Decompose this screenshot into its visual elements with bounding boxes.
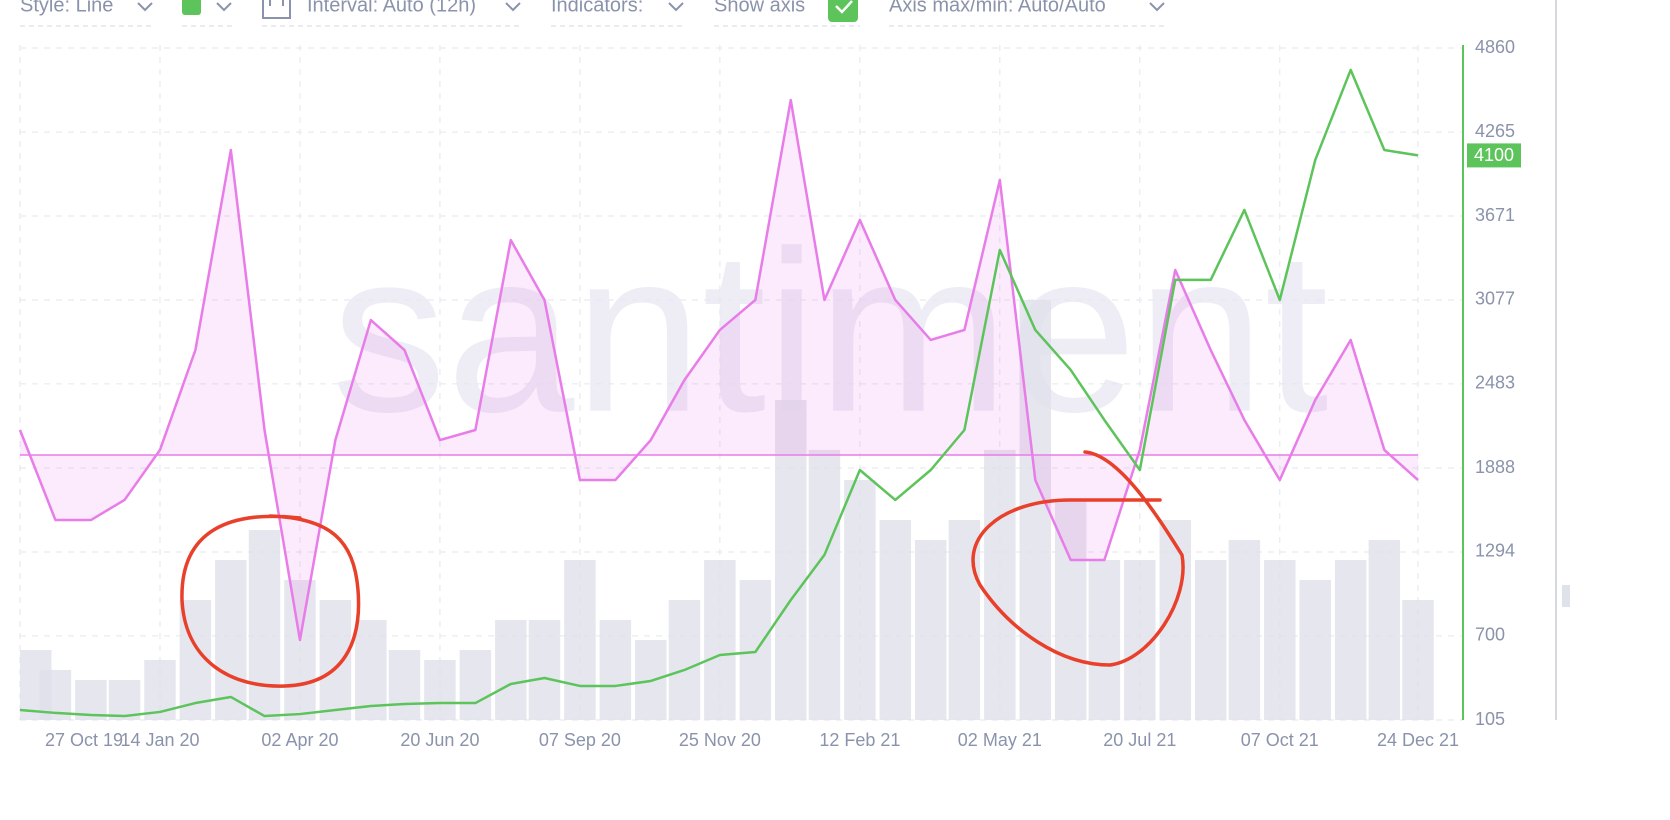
volume-bar (215, 560, 247, 720)
plot (18, 45, 1463, 721)
volume-bar (424, 659, 456, 720)
volume-bar (248, 530, 281, 720)
chevron (216, 2, 232, 12)
color-swatch[interactable] (182, 0, 201, 15)
volume-bar (108, 680, 141, 720)
interval-selector[interactable]: Interval: Auto (12h) (307, 0, 476, 16)
current-value-label: 4100 (1474, 145, 1514, 165)
axis-range-selector[interactable]: Axis max/min: Auto/Auto (889, 0, 1106, 16)
x-tick-label: 20 Jun 20 (400, 730, 479, 750)
x-tick-label: 24 Dec 21 (1377, 730, 1459, 750)
y2-tick-label: 1888 (1475, 457, 1515, 477)
scroll-handle[interactable] (1562, 585, 1570, 607)
indicators-selector[interactable]: Indicators: (551, 0, 643, 16)
x-tick-label: 07 Oct 21 (1241, 730, 1319, 750)
volume-bar (1159, 520, 1191, 720)
x-tick-label: 27 Oct 19 (45, 730, 123, 750)
volume-bar (284, 579, 316, 720)
volume-bar (1194, 560, 1227, 720)
volume-bar (388, 650, 421, 720)
y2-tick-label: 3671 (1475, 205, 1515, 225)
volume-bar (1228, 539, 1261, 720)
volume-bar (1402, 600, 1434, 720)
y2-tick-label: 4860 (1475, 37, 1515, 57)
y2-tick-label: 105 (1475, 709, 1505, 729)
x-tick-label: 02 Apr 20 (261, 730, 338, 750)
volume-bar (879, 520, 912, 720)
volume-bar (704, 560, 736, 720)
volume-bar (808, 449, 841, 720)
volume-bar (599, 619, 632, 720)
line (18, 98, 1419, 642)
volume-bar (495, 619, 527, 720)
volume-bar (1368, 539, 1401, 720)
y2-tick-label: 1294 (1475, 541, 1515, 561)
y2-tick-label: 3077 (1475, 289, 1515, 309)
x-tick-label: 14 Jan 20 (120, 730, 199, 750)
annotation-circle (971, 450, 1185, 667)
volume-bar (355, 619, 387, 720)
volume-bar (668, 600, 701, 720)
chevron (505, 2, 521, 12)
volume-bar (1299, 579, 1331, 720)
y2-tick-label: 700 (1475, 625, 1505, 645)
volume-bar (1264, 560, 1296, 720)
chevron (668, 2, 684, 12)
y2-tick-label: 2483 (1475, 373, 1515, 393)
show-axis-label: Show axis (714, 0, 805, 16)
volume-bar (319, 600, 352, 720)
volume-bar (1334, 560, 1367, 720)
volume-bar (984, 449, 1016, 720)
annotation-circle (180, 514, 361, 688)
volume-bar (844, 480, 876, 720)
interval-icon (262, 0, 291, 19)
volume-bar (528, 619, 561, 720)
y2-tick-label: 4265 (1475, 121, 1515, 141)
x-tick-label: 02 May 21 (958, 730, 1042, 750)
x-tick-label: 07 Sep 20 (539, 730, 621, 750)
line (19, 68, 1419, 718)
x-tick-label: 20 Jul 21 (1103, 730, 1176, 750)
volume-bar (564, 560, 596, 720)
reference-area (20, 100, 1418, 641)
volume-bar (459, 650, 492, 720)
x-tick-label: 25 Nov 20 (679, 730, 761, 750)
volume-bar (775, 400, 807, 720)
annotations (180, 450, 1185, 688)
volume-bar (915, 539, 947, 720)
chevron (1149, 2, 1165, 12)
chevron (137, 2, 153, 12)
current-value-badge (1467, 143, 1521, 168)
checkmark (835, 0, 853, 14)
volume-bar (1019, 299, 1052, 720)
x-tick-label: 12 Feb 21 (819, 730, 900, 750)
volume-bar (1088, 560, 1121, 720)
style-selector[interactable]: Style: Line (20, 0, 113, 16)
toolbar: Style: Line Interval: Auto (12h) Indicat… (20, 0, 1165, 27)
